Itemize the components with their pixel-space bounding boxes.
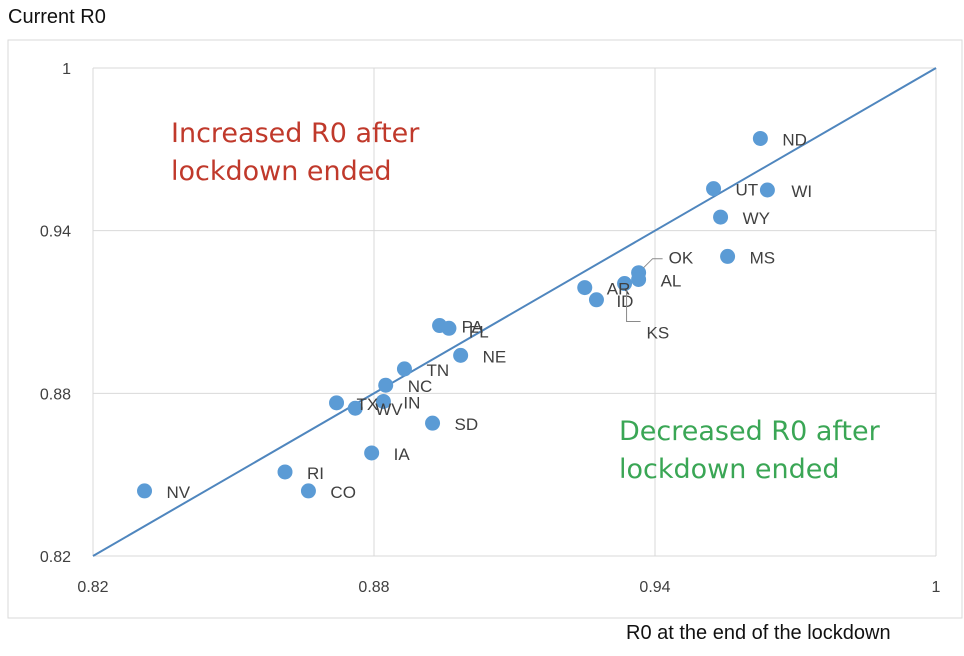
- leader-line-ok: [643, 258, 663, 269]
- data-point-nc: [378, 377, 394, 393]
- y-tick-label: 0.82: [40, 549, 71, 566]
- leader-line-ks: [626, 290, 641, 323]
- point-label-wy: WY: [743, 209, 770, 228]
- y-axis-title: Current R0: [8, 6, 106, 28]
- x-tick-label: 0.82: [77, 579, 108, 596]
- y-tick-label: 1: [62, 61, 71, 78]
- data-point-ut: [706, 181, 722, 197]
- data-point-wv: [347, 400, 363, 416]
- point-label-id: ID: [616, 292, 633, 311]
- point-label-tx: TX: [357, 395, 379, 414]
- region-annotation-line: lockdown ended: [171, 156, 392, 187]
- point-label-ri: RI: [307, 464, 324, 483]
- point-label-pa: PA: [462, 318, 484, 337]
- data-point-wi: [759, 182, 775, 198]
- point-label-fl: FL: [469, 322, 489, 341]
- x-axis-title: R0 at the end of the lockdown: [626, 622, 891, 644]
- data-point-co: [300, 483, 316, 499]
- point-label-sd: SD: [455, 415, 479, 434]
- region-annotation-line: lockdown ended: [619, 454, 840, 485]
- region-annotation-line: Decreased R0 after: [619, 416, 881, 447]
- reference-line: [92, 67, 937, 557]
- point-label-wv: WV: [375, 400, 403, 419]
- point-label-ut: UT: [736, 181, 759, 200]
- data-point-tn: [396, 361, 412, 377]
- point-label-nd: ND: [782, 130, 807, 149]
- data-point-ri: [277, 464, 293, 480]
- data-point-id: [588, 292, 604, 308]
- x-tick-label: 0.94: [639, 579, 670, 596]
- point-label-nv: NV: [167, 483, 191, 502]
- y-tick-label: 0.94: [40, 224, 71, 241]
- region-annotation-line: Increased R0 after: [171, 118, 420, 149]
- point-label-nc: NC: [408, 377, 433, 396]
- data-point-ks: [617, 276, 633, 292]
- data-point-tx: [329, 395, 345, 411]
- point-label-al: AL: [661, 271, 682, 290]
- point-label-in: IN: [403, 393, 420, 412]
- data-point-fl: [441, 320, 457, 336]
- data-point-nd: [752, 130, 768, 146]
- point-label-tn: TN: [426, 361, 449, 380]
- point-label-ks: KS: [647, 324, 670, 343]
- point-label-ne: NE: [483, 347, 507, 366]
- data-point-in: [375, 393, 391, 409]
- data-point-ia: [364, 445, 380, 461]
- point-label-wi: WI: [791, 182, 812, 201]
- point-label-ok: OK: [669, 249, 694, 268]
- data-point-ne: [453, 347, 469, 363]
- x-tick-label: 0.88: [358, 579, 389, 596]
- y-tick-label: 0.88: [40, 386, 71, 403]
- data-point-al: [631, 271, 647, 287]
- point-label-co: CO: [330, 483, 356, 502]
- chart-frame: [7, 39, 963, 619]
- point-label-ar: AR: [607, 280, 631, 299]
- x-tick-label: 1: [932, 579, 941, 596]
- data-point-wy: [713, 209, 729, 225]
- data-point-nv: [137, 483, 153, 499]
- data-point-ms: [720, 248, 736, 264]
- data-point-ar: [577, 280, 593, 296]
- point-label-ia: IA: [394, 445, 411, 464]
- data-point-sd: [425, 415, 441, 431]
- point-label-ms: MS: [750, 248, 776, 267]
